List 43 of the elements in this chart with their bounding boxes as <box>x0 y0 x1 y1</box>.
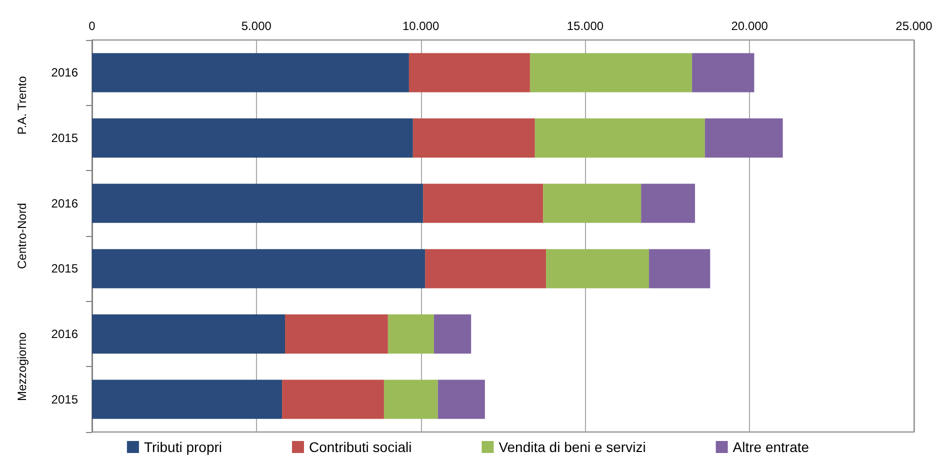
x-tick-label: 25.000 <box>896 19 933 33</box>
legend-label: Tributi propri <box>144 439 222 455</box>
bar <box>285 314 388 354</box>
bar <box>704 118 783 158</box>
bar <box>92 249 426 288</box>
y-tick-label: 2016 <box>51 196 78 210</box>
bar <box>641 184 696 223</box>
bar <box>438 380 485 419</box>
bar <box>92 184 424 223</box>
bar <box>425 249 546 288</box>
bar <box>92 380 282 419</box>
y-tick-label: 2016 <box>51 327 78 341</box>
bar <box>423 184 544 223</box>
bar <box>543 184 642 223</box>
bar <box>412 118 535 158</box>
bar <box>530 53 692 92</box>
bar <box>648 249 710 288</box>
bar <box>534 118 705 158</box>
bar <box>388 314 434 354</box>
bar <box>692 53 754 92</box>
x-tick-label: 15.000 <box>566 19 604 33</box>
x-tick-label: 5.000 <box>241 19 272 33</box>
bar <box>384 380 438 419</box>
bar <box>434 314 472 354</box>
bar <box>282 380 384 419</box>
y-tick-label: 2015 <box>51 392 78 406</box>
legend-label: Vendita di beni e servizi <box>498 439 646 455</box>
legend-label: Contributi sociali <box>309 439 412 455</box>
bar <box>92 53 409 92</box>
legend-label: Altre entrate <box>732 439 810 455</box>
x-tick-label: 20.000 <box>731 19 768 33</box>
bar <box>92 118 413 158</box>
y-tick-label: 2016 <box>51 66 78 80</box>
bar <box>546 249 649 288</box>
y-tick-label: 2015 <box>51 131 78 145</box>
x-tick-label: 0 <box>88 19 96 33</box>
text: Mezzogiorno <box>15 332 29 402</box>
x-tick-label: 10.000 <box>402 19 440 33</box>
bar <box>408 53 530 92</box>
text: Centro-Nord <box>15 202 29 270</box>
text: P.A. Trento <box>15 76 29 135</box>
bar <box>92 314 286 354</box>
y-tick-label: 2015 <box>51 262 78 276</box>
